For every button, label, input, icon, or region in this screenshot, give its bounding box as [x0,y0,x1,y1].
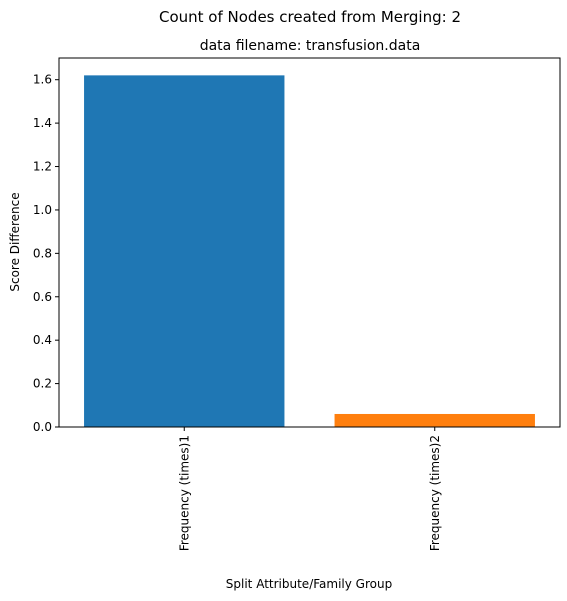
y-tick-label: 0.0 [33,420,52,434]
x-tick-label: Frequency (times)1 [177,435,191,551]
y-axis: 0.0 0.2 0.4 0.6 0.8 1.0 1.2 1.4 1.6 [33,73,59,434]
y-tick-label: 1.0 [33,203,52,217]
plot-area-frame [58,57,561,428]
bar-1 [84,75,285,427]
y-tick-label: 0.8 [33,246,52,260]
y-tick-label: 1.2 [33,160,52,174]
bar-2 [334,413,535,427]
y-axis-label: Score Difference [8,192,22,291]
y-tick-label: 0.2 [33,377,52,391]
x-axis: Frequency (times)1 Frequency (times)2 [177,427,442,551]
y-tick-label: 0.4 [33,333,52,347]
y-tick-label: 0.6 [33,290,52,304]
figure-suptitle: Count of Nodes created from Merging: 2 [159,8,461,26]
bars-group [84,75,535,427]
x-axis-label: Split Attribute/Family Group [226,577,392,591]
y-tick-label: 1.4 [33,116,52,130]
x-tick-label: Frequency (times)2 [428,435,442,551]
y-tick-label: 1.6 [33,73,52,87]
chart-title: data filename: transfusion.data [200,38,421,54]
